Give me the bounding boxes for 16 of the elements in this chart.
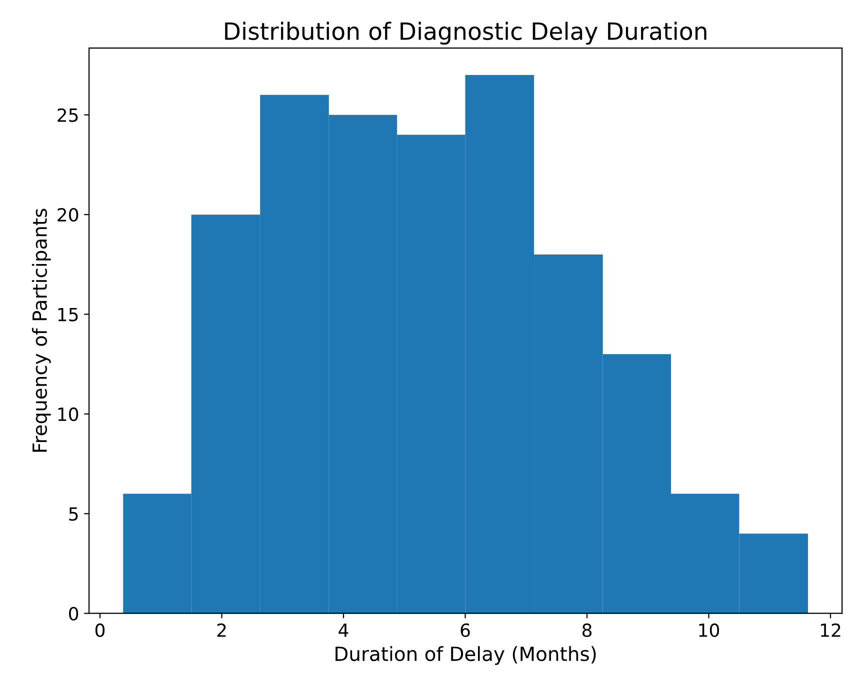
chart-title: Distribution of Diagnostic Delay Duration bbox=[225, 22, 706, 45]
y-tick-label: 10 bbox=[58, 407, 78, 422]
x-axis-title: Duration of Delay (Months) bbox=[336, 646, 596, 665]
y-tick-label: 15 bbox=[58, 308, 78, 322]
y-tick-label: 5 bbox=[69, 507, 78, 521]
y-axis-title: Frequency of Participants bbox=[32, 208, 51, 452]
x-tick-label: 0 bbox=[95, 623, 105, 638]
x-tick-label: 12 bbox=[820, 623, 840, 637]
y-tick-label: 20 bbox=[58, 208, 78, 222]
y-tick-label: 0 bbox=[69, 606, 78, 620]
x-tick-label: 8 bbox=[582, 623, 592, 638]
x-tick-label: 4 bbox=[338, 624, 348, 637]
x-tick-label: 2 bbox=[217, 623, 226, 637]
x-tick-label: 6 bbox=[460, 623, 470, 638]
y-tick-label: 25 bbox=[58, 108, 78, 122]
x-tick-label: 10 bbox=[699, 623, 720, 638]
